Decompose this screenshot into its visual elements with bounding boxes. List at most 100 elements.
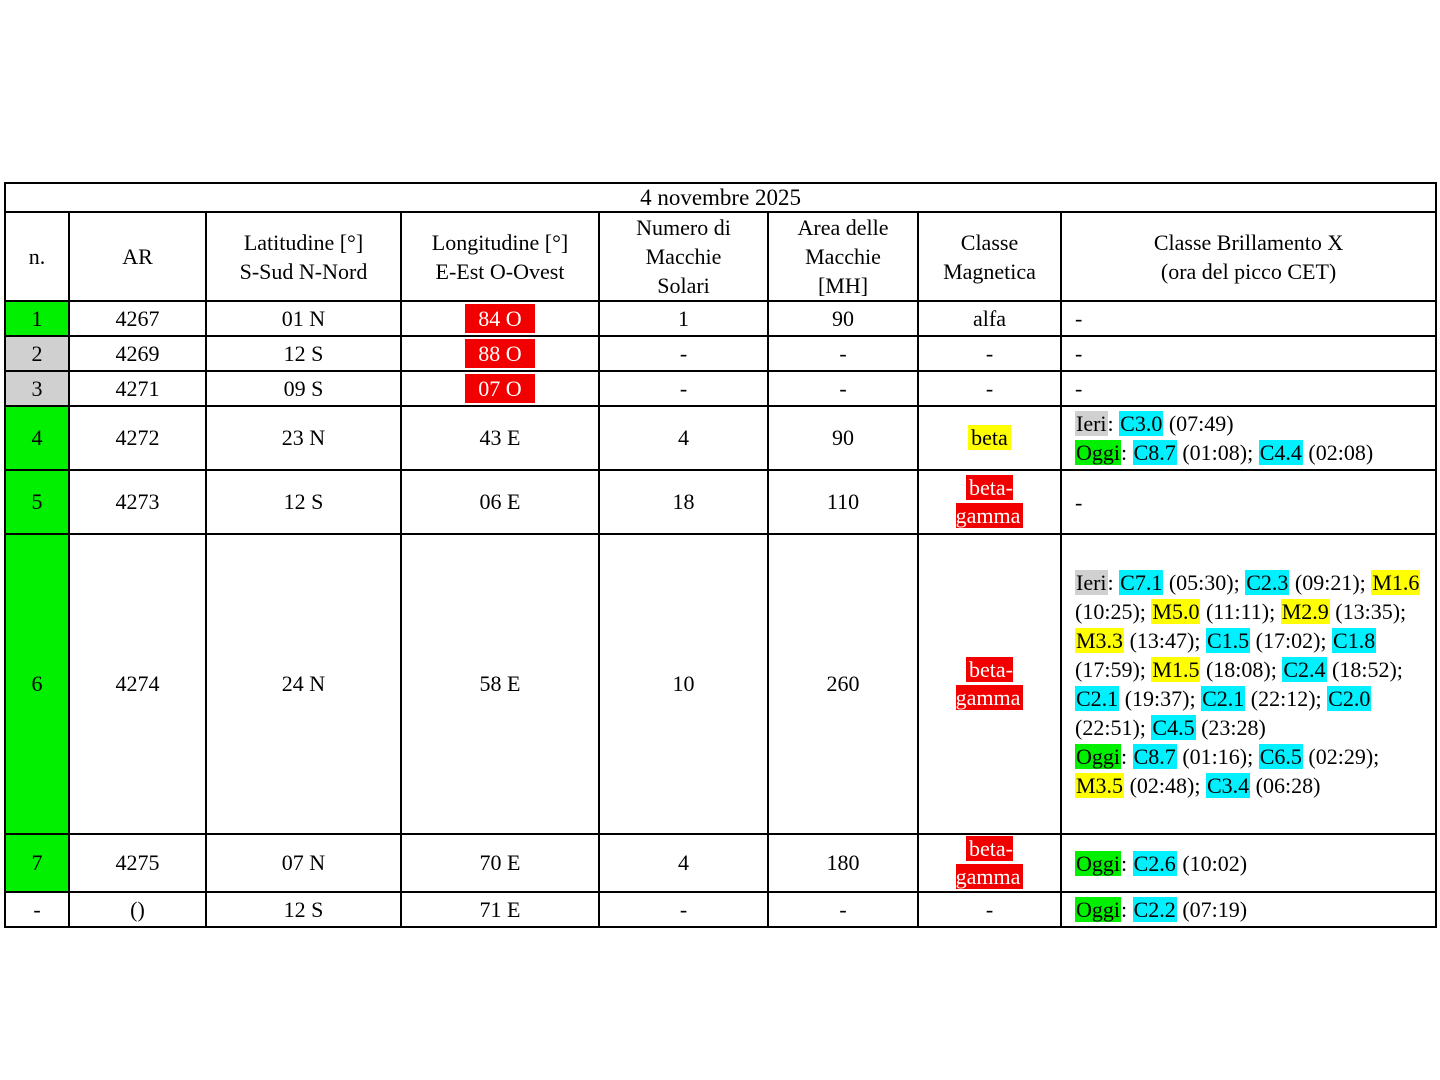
sunspot-count-cell: 4	[598, 833, 769, 893]
latitude-cell: 23 N	[205, 405, 402, 471]
row-number-cell: -	[4, 891, 70, 928]
sunspot-table: 4 novembre 2025 n. AR Latitudine [°] S-Sud…	[3, 182, 1438, 928]
spot-area-cell: 90	[767, 300, 919, 337]
table-title-row: 4 novembre 2025	[3, 182, 1438, 213]
flare-class-chip: M1.6	[1371, 570, 1421, 595]
longitude-highlight: 07 O	[465, 374, 535, 403]
day-label-oggi: Oggi	[1075, 744, 1121, 769]
table-row: 3 4271 09 S 07 O----	[4, 370, 1438, 407]
latitude-cell: 12 S	[205, 335, 402, 372]
longitude-cell: 43 E	[400, 405, 600, 471]
flare-class-chip: C1.8	[1332, 628, 1377, 653]
row-number-cell: 2	[4, 335, 70, 372]
magnetic-class-cell: beta	[917, 405, 1062, 471]
row-number-cell: 7	[4, 833, 70, 893]
magnetic-class-cell: -	[917, 335, 1062, 372]
day-label-oggi: Oggi	[1075, 440, 1121, 465]
flare-class-cell: Ieri: C3.0 (07:49) Oggi: C8.7 (01:08); C4…	[1059, 405, 1438, 471]
column-header-mag: Classe Magnetica	[917, 211, 1062, 302]
longitude-highlight: 88 O	[465, 339, 535, 368]
row-number-cell: 5	[4, 469, 70, 535]
flare-class-chip: C2.1	[1075, 686, 1120, 711]
ar-cell: 4273	[68, 469, 207, 535]
sunspot-count-cell: 18	[598, 469, 769, 535]
latitude-cell: 01 N	[205, 300, 402, 337]
magnetic-class-cell: beta- gamma	[917, 469, 1062, 535]
sunspot-count-cell: -	[598, 891, 769, 928]
magnetic-class-cell: beta- gamma	[917, 533, 1062, 835]
sunspot-count-cell: 4	[598, 405, 769, 471]
flare-class-chip: C6.5	[1258, 744, 1303, 769]
flare-class-chip: M3.5	[1075, 773, 1125, 798]
sunspot-count-cell: 1	[598, 300, 769, 337]
spot-area-cell: -	[767, 370, 919, 407]
magnetic-class-chip: beta- gamma	[955, 657, 1024, 710]
sunspot-count-cell: 10	[598, 533, 769, 835]
flare-class-chip: C8.7	[1132, 440, 1177, 465]
flare-class-chip: C3.0	[1119, 411, 1164, 436]
magnetic-class-cell: -	[917, 370, 1062, 407]
magnetic-class-chip: beta- gamma	[955, 836, 1024, 889]
row-number-cell: 1	[4, 300, 70, 337]
table-row: 5 4273 12 S 06 E 18 110 beta- gamma -	[4, 469, 1438, 535]
longitude-cell: 58 E	[400, 533, 600, 835]
magnetic-class-cell: beta- gamma	[917, 833, 1062, 893]
row-number-cell: 4	[4, 405, 70, 471]
table-header-row: n. AR Latitudine [°] S-Sud N-Nord Longitudi…	[4, 211, 1438, 302]
column-header-lat: Latitudine [°] S-Sud N-Nord	[205, 211, 402, 302]
sunspot-count-cell: -	[598, 370, 769, 407]
longitude-cell: 84 O	[400, 300, 600, 337]
table-date-title: 4 novembre 2025	[3, 182, 1438, 213]
magnetic-class-cell: -	[917, 891, 1062, 928]
ar-cell: 4272	[68, 405, 207, 471]
flare-class-cell: -	[1059, 370, 1438, 407]
day-label-ieri: Ieri	[1075, 570, 1108, 595]
longitude-highlight: 84 O	[465, 304, 535, 333]
ar-cell: 4275	[68, 833, 207, 893]
flare-class-chip: C4.4	[1258, 440, 1303, 465]
column-header-ar: AR	[68, 211, 207, 302]
flare-class-chip: C4.5	[1151, 715, 1196, 740]
day-label-ieri: Ieri	[1075, 411, 1108, 436]
flare-class-chip: C2.0	[1327, 686, 1372, 711]
longitude-cell: 70 E	[400, 833, 600, 893]
table-row: 1 4267 01 N 84 O 1 90 alfa -	[4, 300, 1438, 337]
ar-cell: ()	[68, 891, 207, 928]
table-row: 4 4272 23 N 43 E 4 90 beta Ieri: C3.0 (07:49) Og…	[4, 405, 1438, 471]
longitude-cell: 88 O	[400, 335, 600, 372]
table-row: 7 4275 07 N 70 E 4 180 beta- gamma Oggi: C2.6 (…	[4, 833, 1438, 893]
sunspot-count-cell: -	[598, 335, 769, 372]
flare-class-chip: C3.4	[1205, 773, 1251, 798]
flare-class-cell: -	[1059, 469, 1438, 535]
flare-class-chip: C2.6	[1132, 850, 1177, 876]
flare-class-chip: C2.1	[1201, 686, 1246, 711]
flare-class-chip: M2.9	[1280, 599, 1330, 624]
flare-class-chip: M3.3	[1075, 628, 1125, 653]
flare-class-chip: C1.5	[1205, 628, 1251, 653]
latitude-cell: 24 N	[205, 533, 402, 835]
table-row: 2 4269 12 S 88 O----	[4, 335, 1438, 372]
row-number-cell: 6	[4, 533, 70, 835]
day-label-oggi: Oggi	[1075, 897, 1121, 922]
column-header-num: Numero di Macchie Solari	[598, 211, 769, 302]
flare-class-cell: Ieri: C7.1 (05:30); C2.3 (09:21); M1.6 (…	[1059, 533, 1438, 835]
flare-class-chip: C7.1	[1119, 570, 1164, 595]
latitude-cell: 12 S	[205, 469, 402, 535]
ar-cell: 4271	[68, 370, 207, 407]
flare-class-cell: Oggi: C2.6 (10:02)	[1059, 833, 1438, 893]
flare-class-chip: M5.0	[1151, 599, 1201, 624]
spot-area-cell: -	[767, 891, 919, 928]
column-header-n: n.	[4, 211, 70, 302]
ar-cell: 4274	[68, 533, 207, 835]
spot-area-cell: 110	[767, 469, 919, 535]
ar-cell: 4269	[68, 335, 207, 372]
flare-class-cell: -	[1059, 300, 1438, 337]
spot-area-cell: -	[767, 335, 919, 372]
magnetic-class-chip: beta- gamma	[955, 475, 1024, 528]
latitude-cell: 12 S	[205, 891, 402, 928]
table-row: 6 4274 24 N 58 E 10 260 beta- gamma Ieri: C7.1 …	[4, 533, 1438, 835]
day-label-oggi: Oggi	[1075, 850, 1121, 876]
